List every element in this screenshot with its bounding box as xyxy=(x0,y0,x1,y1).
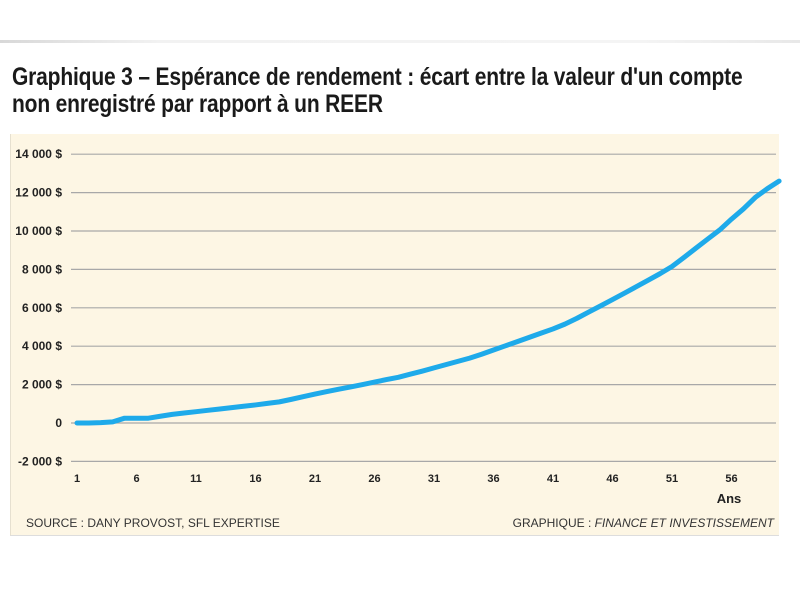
x-tick-label: 6 xyxy=(133,473,139,485)
x-tick-label: 46 xyxy=(606,473,618,485)
y-tick-label: 2 000 $ xyxy=(22,378,62,392)
x-tick-label: 26 xyxy=(368,473,380,485)
top-rule xyxy=(0,40,800,43)
x-tick-label: 56 xyxy=(725,473,737,485)
data-line xyxy=(74,178,782,426)
y-tick-label: 4 000 $ xyxy=(22,339,62,353)
x-tick-label: 36 xyxy=(487,473,499,485)
x-tick-label: 51 xyxy=(666,473,678,485)
y-tick-label: 6 000 $ xyxy=(22,301,62,315)
chart-panel xyxy=(10,134,779,536)
x-tick-label: 16 xyxy=(249,473,261,485)
credit-name: FINANCE ET INVESTISSEMENT xyxy=(594,516,774,530)
credit-prefix: GRAPHIQUE : xyxy=(512,516,595,530)
graphic-credit: GRAPHIQUE : FINANCE ET INVESTISSEMENT xyxy=(513,516,774,530)
y-tick-label: -2 000 $ xyxy=(18,454,62,468)
y-tick-label: 0 xyxy=(55,416,62,430)
y-tick-label: 14 000 $ xyxy=(15,147,62,161)
x-axis-label: Ans xyxy=(717,491,742,506)
chart-title: Graphique 3 – Espérance de rendement : é… xyxy=(12,63,743,118)
y-tick-label: 12 000 $ xyxy=(15,186,62,200)
x-tick-label: 1 xyxy=(74,473,80,485)
y-tick-label: 10 000 $ xyxy=(15,224,62,238)
x-tick-label: 11 xyxy=(190,473,202,485)
x-tick-label: 41 xyxy=(547,473,559,485)
x-tick-label: 21 xyxy=(309,473,321,485)
source-note: SOURCE : DANY PROVOST, SFL EXPERTISE xyxy=(26,516,280,530)
x-tick-label: 31 xyxy=(428,473,440,485)
y-tick-label: 8 000 $ xyxy=(22,262,62,276)
